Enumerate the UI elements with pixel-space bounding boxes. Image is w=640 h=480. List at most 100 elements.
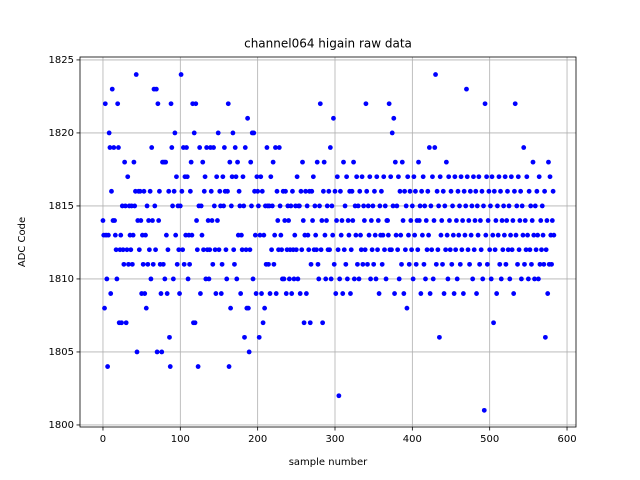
point <box>529 261 534 267</box>
point <box>534 188 540 194</box>
point <box>361 203 367 209</box>
point <box>328 276 334 282</box>
point <box>227 159 233 165</box>
point <box>477 261 483 267</box>
point <box>167 364 173 369</box>
point <box>157 188 162 194</box>
point <box>453 247 459 253</box>
point <box>404 305 410 311</box>
point <box>276 145 282 150</box>
point <box>237 203 243 209</box>
point <box>445 276 451 282</box>
point <box>226 364 232 369</box>
point <box>324 203 330 209</box>
point <box>481 203 486 209</box>
point <box>163 159 169 165</box>
point <box>451 291 457 296</box>
point <box>422 203 428 209</box>
point <box>469 203 475 209</box>
point <box>386 101 392 107</box>
point <box>549 261 554 267</box>
point <box>406 261 412 267</box>
point <box>521 145 527 150</box>
point <box>111 145 117 150</box>
plot-frame <box>79 56 577 428</box>
point <box>403 203 409 209</box>
point <box>320 320 326 326</box>
point <box>416 159 421 165</box>
point <box>369 247 375 253</box>
point <box>340 291 346 296</box>
point <box>225 188 230 194</box>
point <box>108 291 114 296</box>
point <box>478 247 484 253</box>
point <box>436 203 442 209</box>
point <box>382 203 388 209</box>
point <box>125 174 131 180</box>
point <box>520 232 526 238</box>
point <box>442 203 448 209</box>
point <box>299 247 305 253</box>
point <box>198 291 203 296</box>
point <box>105 364 111 369</box>
point <box>372 232 378 238</box>
point <box>419 232 425 238</box>
point <box>100 218 106 223</box>
point <box>234 276 240 282</box>
point <box>544 218 550 223</box>
point <box>464 174 470 180</box>
point <box>283 291 289 296</box>
point <box>294 174 300 180</box>
point <box>309 188 315 194</box>
point <box>228 305 233 311</box>
point <box>329 203 335 209</box>
point <box>162 276 168 282</box>
point <box>191 130 197 136</box>
point <box>230 130 236 136</box>
point <box>221 203 227 209</box>
point <box>398 232 404 238</box>
point <box>150 218 155 223</box>
point <box>341 159 346 165</box>
point <box>479 188 485 194</box>
point <box>446 174 452 180</box>
point <box>426 145 432 150</box>
point <box>181 261 187 267</box>
point <box>346 232 352 238</box>
point <box>270 159 276 165</box>
point <box>388 174 394 180</box>
point <box>235 159 240 165</box>
point <box>245 115 251 121</box>
point <box>269 247 274 253</box>
point <box>507 276 513 282</box>
point <box>471 247 477 253</box>
point <box>252 232 258 238</box>
point <box>116 145 121 150</box>
point <box>470 276 476 282</box>
point <box>204 145 210 150</box>
point <box>543 247 549 253</box>
point <box>495 232 501 238</box>
point <box>172 130 178 136</box>
point <box>362 247 368 253</box>
point <box>341 247 347 253</box>
point <box>225 101 231 107</box>
point <box>360 261 366 267</box>
point <box>317 203 322 209</box>
point <box>178 72 184 77</box>
point <box>120 247 126 253</box>
point <box>187 261 192 267</box>
point <box>379 188 384 194</box>
point <box>163 232 169 238</box>
point <box>217 188 223 194</box>
point <box>286 218 291 223</box>
point <box>314 159 320 165</box>
point <box>487 247 493 253</box>
point <box>530 159 536 165</box>
point <box>315 261 321 267</box>
point <box>293 247 299 253</box>
y-tick-label: 1800 <box>49 420 74 431</box>
point <box>289 291 295 296</box>
